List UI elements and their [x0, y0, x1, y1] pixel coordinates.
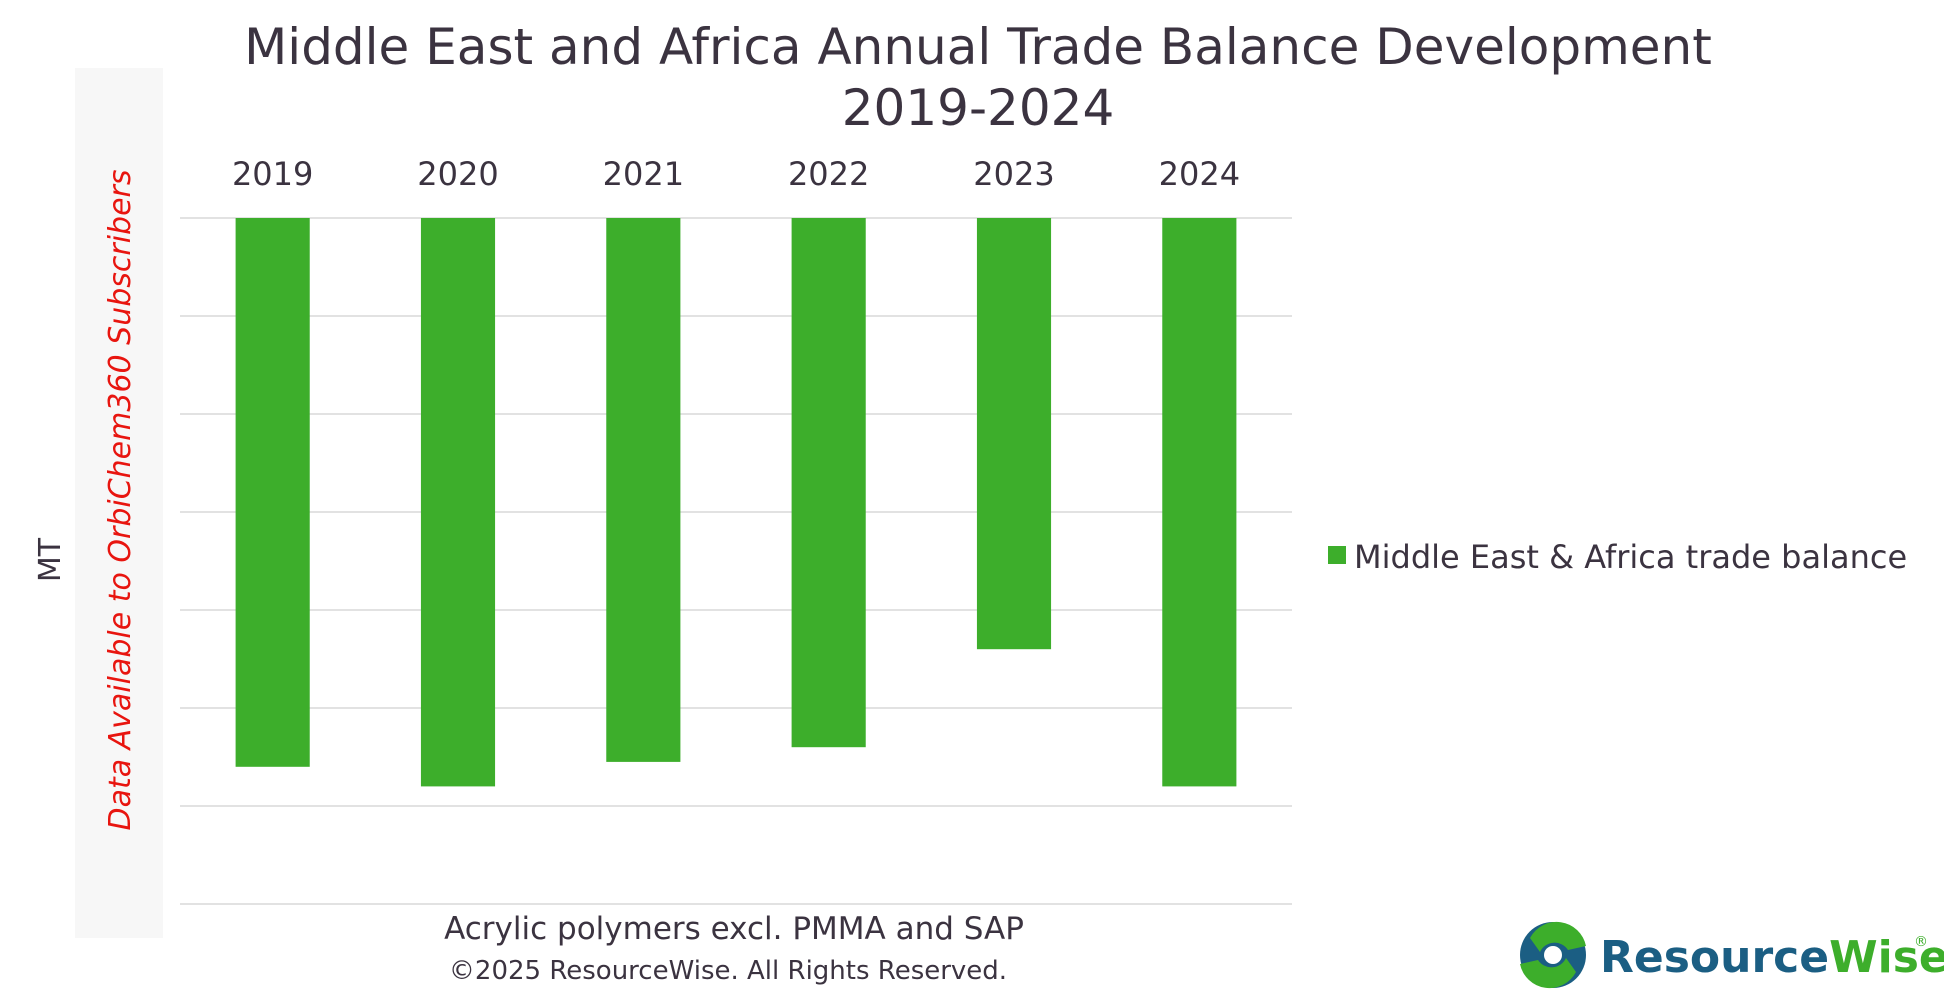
x-tick-label: 2019 [232, 155, 313, 193]
y-axis-title: MT [33, 537, 68, 582]
chart-title-line1: Middle East and Africa Annual Trade Bala… [244, 18, 1712, 76]
brand-name-part2: Wise [1829, 932, 1944, 983]
bar-2019 [235, 218, 310, 767]
x-tick-label: 2023 [973, 155, 1054, 193]
bar-2022 [791, 218, 866, 748]
watermark-panel [75, 68, 163, 938]
brand-registered-mark: ® [1914, 934, 1928, 950]
resourcewise-logo-icon [1520, 921, 1586, 989]
bar-2020 [420, 218, 496, 787]
bar-2024 [1162, 218, 1237, 787]
x-tick-labels: 2019 2020 2021 2022 2023 2024 [232, 155, 1240, 193]
chart-title-line2: 2019-2024 [842, 79, 1115, 137]
x-tick-label: 2021 [603, 155, 684, 193]
watermark-text: Data Available to OrbiChem360 Subscriber… [103, 169, 138, 830]
bars [235, 218, 1237, 787]
legend-label: Middle East & Africa trade balance [1354, 538, 1907, 576]
resourcewise-logo: ResourceWise ® [1520, 921, 1944, 989]
x-tick-label: 2024 [1159, 155, 1240, 193]
brand-name-part1: Resource [1600, 932, 1829, 983]
legend: Middle East & Africa trade balance [1328, 538, 1907, 576]
x-axis-title: Acrylic polymers excl. PMMA and SAP [444, 911, 1024, 947]
bar-2021 [606, 218, 681, 762]
copyright-text: ©2025 ResourceWise. All Rights Reserved. [449, 956, 1007, 986]
x-tick-label: 2020 [417, 155, 498, 193]
x-tick-label: 2022 [788, 155, 869, 193]
legend-swatch [1328, 546, 1346, 564]
gridlines [180, 217, 1292, 905]
bar-2023 [976, 218, 1052, 650]
svg-text:ResourceWise: ResourceWise [1600, 932, 1944, 983]
